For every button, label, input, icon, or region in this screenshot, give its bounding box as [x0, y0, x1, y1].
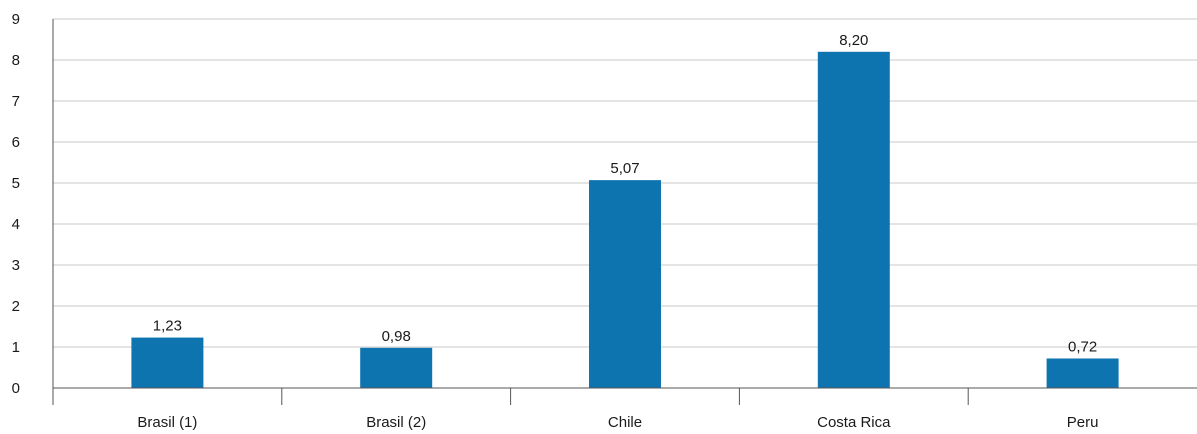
- y-tick-label: 3: [12, 257, 20, 274]
- y-tick-label: 4: [12, 216, 20, 233]
- y-tick-label: 2: [12, 298, 20, 315]
- bars: [131, 51, 1119, 389]
- data-labels: 1,23 0,98 5,07 8,20 0,72: [153, 32, 1097, 356]
- y-tick-label: 1: [12, 339, 20, 356]
- x-tick-label: Peru: [1067, 414, 1099, 431]
- y-tick-label: 6: [12, 134, 20, 151]
- y-tick-label: 0: [12, 380, 20, 397]
- y-axis-ticks: 0 1 2 3 4 5 6 7 8 9: [12, 11, 20, 397]
- bar: [1046, 358, 1119, 388]
- data-label: 1,23: [153, 318, 182, 335]
- x-tick-label: Brasil (1): [137, 414, 197, 431]
- y-tick-label: 8: [12, 52, 20, 69]
- x-tick-label: Brasil (2): [366, 414, 426, 431]
- bar: [589, 180, 661, 388]
- bar: [131, 337, 204, 388]
- y-tick-label: 5: [12, 175, 20, 192]
- bar: [360, 347, 433, 388]
- data-label: 8,20: [839, 32, 868, 49]
- x-tick-label: Costa Rica: [817, 414, 891, 431]
- bar: [817, 51, 890, 389]
- y-tick-label: 7: [12, 93, 20, 110]
- y-tick-label: 9: [12, 11, 20, 28]
- data-label: 0,98: [382, 328, 411, 345]
- x-axis: Brasil (1) Brasil (2) Chile Costa Rica Peru: [52, 19, 1197, 431]
- data-label: 5,07: [610, 160, 639, 177]
- data-label: 0,72: [1068, 338, 1097, 355]
- x-tick-label: Chile: [608, 414, 642, 431]
